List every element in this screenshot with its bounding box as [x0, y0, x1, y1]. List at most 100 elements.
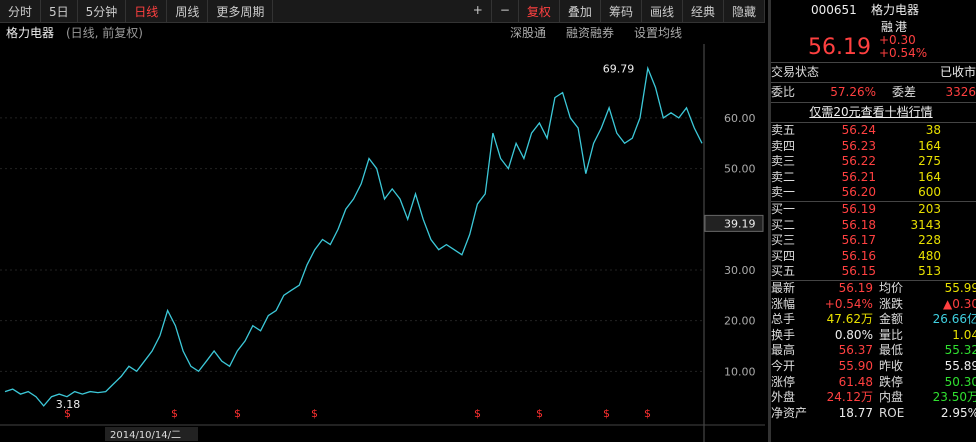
cell: 内盘	[878, 390, 903, 405]
row: 总手 47.62万 金额 26.66亿	[771, 312, 976, 328]
cell: 换手	[771, 327, 796, 342]
chart-link[interactable]: 深股通	[510, 26, 546, 40]
chart-link[interactable]: 设置均线	[634, 26, 682, 40]
cell: 3326	[945, 85, 976, 99]
tab[interactable]: 更多周期	[208, 0, 274, 22]
cell: 最低	[878, 343, 903, 358]
cell: 外盘	[771, 390, 796, 405]
tab[interactable]: 5日	[41, 0, 78, 22]
date-label: 2014/10/14/二	[110, 430, 181, 441]
cell: ROE	[878, 405, 905, 420]
tool-button[interactable]: −	[492, 0, 519, 23]
cell: 涨跌	[878, 296, 903, 311]
cell: 最高	[771, 343, 796, 358]
cell: 今开	[771, 358, 796, 373]
cell: 56.17	[841, 233, 876, 248]
cell: 委比	[771, 85, 796, 99]
cell: 55.99	[944, 280, 976, 295]
y-tick-label: 20.00	[724, 315, 756, 328]
cell: 164	[918, 138, 941, 153]
tab[interactable]: 周线	[167, 0, 209, 22]
tool-button[interactable]: 隐藏	[724, 0, 765, 23]
row: 今开 55.90 昨收 55.89	[771, 359, 976, 375]
tool-button[interactable]: 复权	[519, 0, 560, 23]
tool-button[interactable]: 筹码	[601, 0, 642, 23]
tool-button[interactable]: 经典	[683, 0, 724, 23]
cell: 买四	[771, 248, 796, 263]
cell: 56.23	[841, 138, 876, 153]
cell: 卖五	[771, 123, 796, 137]
row: 外盘 24.12万 内盘 23.50万	[771, 390, 976, 406]
y-tick-label: 60.00	[724, 112, 756, 125]
cell: 买二	[771, 217, 796, 232]
cell: 56.20	[841, 185, 876, 200]
cell: 涨幅	[771, 296, 796, 311]
cell: 38	[925, 123, 941, 137]
row: 卖四 56.23 164	[771, 139, 976, 155]
cell: 0.80%	[834, 327, 873, 342]
tab[interactable]: 日线	[126, 0, 168, 22]
row: 卖二 56.21 164	[771, 170, 976, 186]
toolbar-buttons: + − 复权 叠加 筹码 画线 经典 隐藏	[465, 0, 765, 23]
event-mark: $	[171, 407, 178, 420]
cell: 275	[918, 154, 941, 169]
cell: 56.37	[838, 343, 873, 358]
cell: 50.30	[944, 374, 976, 389]
price-line	[4, 65, 703, 407]
event-mark: $	[536, 407, 543, 420]
cell: 23.50万	[932, 390, 976, 405]
cell: 跌停	[878, 374, 903, 389]
cell: 已收市	[939, 65, 976, 79]
event-mark: $	[64, 407, 71, 420]
cell: 55.32	[944, 343, 976, 358]
chart-link[interactable]: 融资融券	[566, 25, 614, 40]
cell: 56.19	[808, 35, 871, 60]
cell: 55.89	[944, 358, 976, 373]
cell: 56.22	[841, 154, 876, 169]
cell: 56.16	[841, 248, 876, 263]
row: 换手 0.80% 量比 1.04	[771, 328, 976, 344]
cell: 买三	[771, 233, 796, 248]
cell: 000651	[811, 3, 857, 17]
date-box	[105, 427, 198, 441]
row: 买五 56.15 513	[771, 264, 976, 280]
row: 仅需20元查看十档行情	[771, 102, 976, 122]
row: 买四 56.16 480	[771, 249, 976, 265]
chart-subtitle: (日线, 前复权)	[66, 25, 143, 40]
row: 000651 格力电器	[771, 0, 976, 20]
chart: 格力电器 (日线, 前复权) 深股通 融资融券 设置均线 10.00 20.00 30.00 5…	[0, 25, 765, 442]
row: 净资产 18.77 ROE 2.95%	[771, 406, 976, 422]
tab[interactable]: 分时	[0, 0, 42, 22]
cell: 净资产	[771, 405, 808, 420]
cell: 61.48	[838, 374, 873, 389]
y-tick-label: 50.00	[724, 163, 756, 176]
cell: 2.95%	[940, 405, 976, 420]
cursor-box	[704, 214, 764, 232]
cell: 卖二	[771, 169, 796, 184]
cell: 卖三	[771, 154, 796, 169]
event-mark: $	[603, 407, 610, 420]
min-label: 3.18	[56, 398, 81, 411]
tool-button[interactable]: 画线	[642, 0, 683, 23]
cell: 交易状态	[771, 65, 820, 79]
tool-button[interactable]: +	[465, 0, 492, 23]
event-mark: $	[234, 407, 241, 420]
row: 最新 56.19 均价 55.99	[771, 279, 976, 297]
cell: 56.21	[841, 169, 876, 184]
cell: 26.66亿	[932, 312, 976, 327]
event-mark: $	[474, 407, 481, 420]
cell	[771, 20, 881, 34]
row: 56.19 +0.30 +0.54%	[771, 34, 976, 62]
quote-panel: 000651 格力电器融港 56.19 +0.30 +0.54% 交易状态 已收市 委比 57.…	[768, 0, 976, 442]
cell: 最新	[771, 280, 796, 295]
cell: 56.19	[838, 280, 873, 295]
cell: 47.62万	[826, 312, 873, 327]
tab[interactable]: 5分钟	[78, 0, 127, 22]
cursor-label: 39.19	[724, 217, 756, 230]
cell[interactable]: 仅需20元查看十档行情	[809, 105, 933, 119]
cell: 56.24	[841, 123, 876, 137]
row: 买三 56.17 228	[771, 233, 976, 249]
cell: 金额	[878, 312, 903, 327]
row: 买二 56.18 3143	[771, 218, 976, 234]
tool-button[interactable]: 叠加	[560, 0, 601, 23]
